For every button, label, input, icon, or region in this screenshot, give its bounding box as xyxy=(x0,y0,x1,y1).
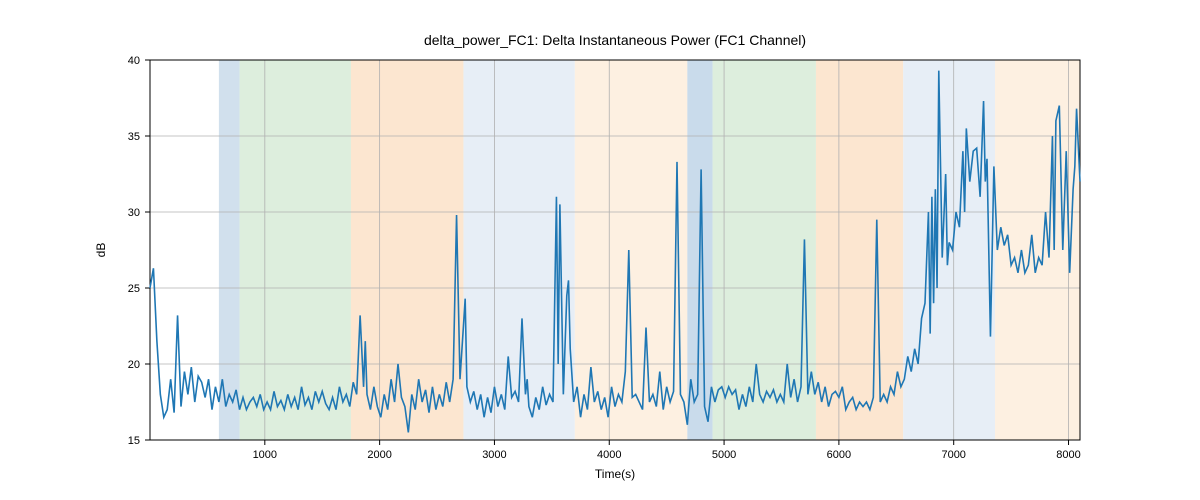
y-tick-label: 15 xyxy=(128,435,140,447)
x-tick-label: 2000 xyxy=(367,449,391,461)
y-tick-label: 30 xyxy=(128,207,140,219)
band-region xyxy=(240,60,351,440)
band-region xyxy=(816,60,903,440)
x-tick-label: 1000 xyxy=(253,449,277,461)
y-tick-label: 20 xyxy=(128,359,140,371)
x-tick-label: 6000 xyxy=(827,449,851,461)
y-tick-label: 40 xyxy=(128,55,140,67)
y-axis-label: dB xyxy=(94,243,108,258)
chart-title: delta_power_FC1: Delta Instantaneous Pow… xyxy=(424,32,806,48)
x-axis-label: Time(s) xyxy=(595,467,635,481)
x-tick-label: 4000 xyxy=(597,449,621,461)
x-tick-label: 5000 xyxy=(712,449,736,461)
y-tick-label: 35 xyxy=(128,131,140,143)
x-tick-label: 7000 xyxy=(941,449,965,461)
x-tick-label: 8000 xyxy=(1056,449,1080,461)
chart-container: 1000 2000 3000 4000 5000 6000 7000 8000 15 20 25 30… xyxy=(0,0,1200,500)
band-region xyxy=(995,60,1080,440)
x-tick-label: 3000 xyxy=(482,449,506,461)
y-tick-label: 25 xyxy=(128,283,140,295)
chart-svg: 1000 2000 3000 4000 5000 6000 7000 8000 15 20 25 30… xyxy=(0,0,1200,500)
